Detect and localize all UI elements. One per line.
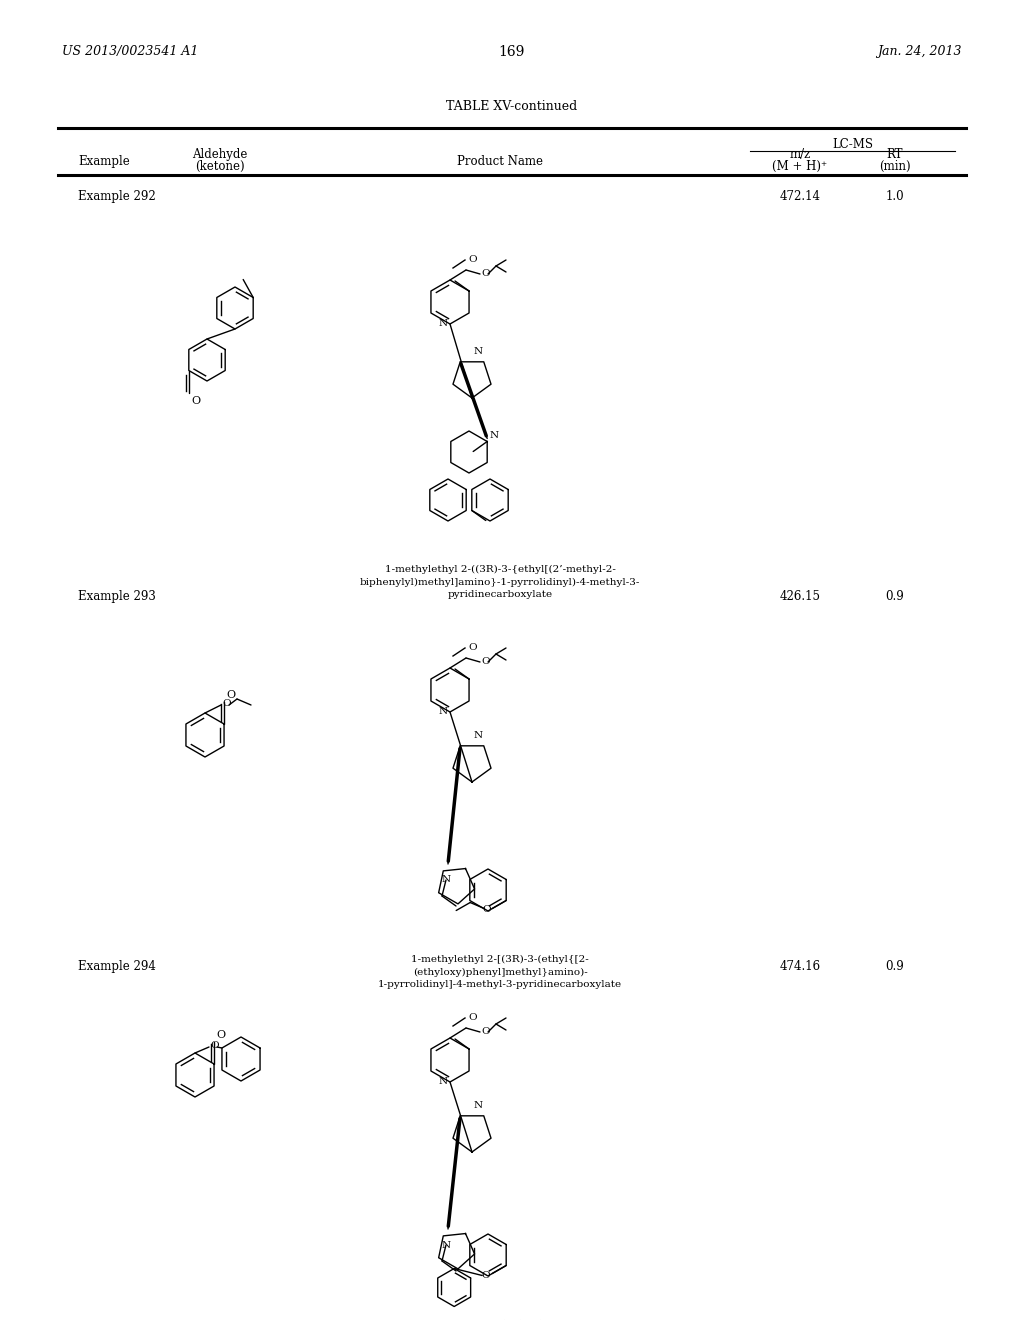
- Text: N: N: [441, 1241, 451, 1250]
- Text: O: O: [468, 643, 476, 652]
- Text: LC-MS: LC-MS: [831, 139, 873, 150]
- Text: O: O: [481, 656, 489, 665]
- Text: O: O: [468, 1012, 476, 1022]
- Text: Aldehyde: Aldehyde: [193, 148, 248, 161]
- Text: Jan. 24, 2013: Jan. 24, 2013: [878, 45, 962, 58]
- Text: Example: Example: [78, 154, 130, 168]
- Text: O: O: [191, 396, 201, 405]
- Text: 474.16: 474.16: [779, 960, 820, 973]
- Text: 0.9: 0.9: [886, 590, 904, 603]
- Text: 0.9: 0.9: [886, 960, 904, 973]
- Text: Product Name: Product Name: [457, 154, 543, 168]
- Text: US 2013/0023541 A1: US 2013/0023541 A1: [62, 45, 199, 58]
- Text: O: O: [210, 1041, 219, 1051]
- Text: 1-methylethyl 2-[(3R)-3-(ethyl{[2-
(ethyloxy)phenyl]methyl}amino)-
1-pyrrolidiny: 1-methylethyl 2-[(3R)-3-(ethyl{[2- (ethy…: [378, 954, 622, 989]
- Text: N: N: [474, 347, 483, 356]
- Text: N: N: [474, 731, 483, 741]
- Text: TABLE XV-continued: TABLE XV-continued: [446, 100, 578, 114]
- Text: m/z: m/z: [790, 148, 811, 161]
- Text: O: O: [226, 690, 236, 700]
- Text: 1-methylethyl 2-((3R)-3-{ethyl[(2’-methyl-2-
biphenylyl)methyl]amino}-1-pyrrolid: 1-methylethyl 2-((3R)-3-{ethyl[(2’-methy…: [359, 565, 640, 599]
- Text: N: N: [489, 430, 499, 440]
- Text: O: O: [468, 255, 476, 264]
- Text: 169: 169: [499, 45, 525, 59]
- Text: Example 292: Example 292: [78, 190, 156, 203]
- Text: RT: RT: [887, 148, 903, 161]
- Text: N: N: [439, 706, 449, 715]
- Text: Example 293: Example 293: [78, 590, 156, 603]
- Text: N: N: [439, 318, 449, 327]
- Text: (min): (min): [880, 160, 910, 173]
- Text: (ketone): (ketone): [196, 160, 245, 173]
- Text: N: N: [474, 1101, 483, 1110]
- Text: N: N: [439, 1077, 449, 1085]
- Text: 1.0: 1.0: [886, 190, 904, 203]
- Text: O: O: [481, 1027, 489, 1035]
- Text: (M + H)⁺: (M + H)⁺: [772, 160, 827, 173]
- Text: O: O: [222, 700, 230, 709]
- Text: Example 294: Example 294: [78, 960, 156, 973]
- Text: O: O: [481, 1271, 490, 1280]
- Text: 426.15: 426.15: [779, 590, 820, 603]
- Text: 472.14: 472.14: [779, 190, 820, 203]
- Text: O: O: [216, 1030, 225, 1040]
- Text: O: O: [482, 906, 492, 913]
- Text: O: O: [481, 268, 489, 277]
- Text: N: N: [441, 875, 451, 884]
